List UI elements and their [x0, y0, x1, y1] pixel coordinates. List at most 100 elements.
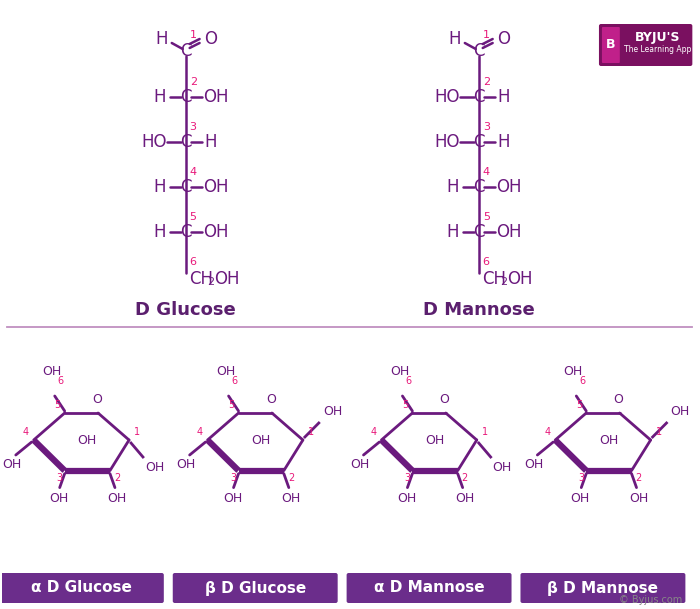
- Text: HO: HO: [434, 133, 460, 151]
- Text: H: H: [153, 88, 166, 106]
- Text: O: O: [204, 30, 217, 48]
- Text: 2: 2: [207, 277, 215, 287]
- Text: 3: 3: [230, 473, 237, 482]
- Text: 2: 2: [636, 473, 642, 482]
- Text: C: C: [473, 178, 484, 196]
- Text: C: C: [473, 88, 484, 106]
- Text: H: H: [153, 178, 166, 196]
- Text: H: H: [497, 133, 510, 151]
- Text: 3: 3: [483, 122, 490, 132]
- Text: 5: 5: [190, 212, 197, 222]
- Text: 6: 6: [405, 376, 412, 386]
- Text: 3: 3: [190, 122, 197, 132]
- Text: OH: OH: [426, 434, 444, 446]
- Text: C: C: [473, 223, 484, 241]
- Text: C: C: [180, 88, 191, 106]
- Text: CH: CH: [188, 270, 213, 288]
- Text: H: H: [153, 223, 166, 241]
- Text: 4: 4: [22, 427, 29, 437]
- Text: OH: OH: [176, 458, 195, 471]
- Text: α D Glucose: α D Glucose: [31, 580, 132, 596]
- FancyBboxPatch shape: [0, 573, 164, 603]
- Text: OH: OH: [570, 491, 590, 505]
- Text: 1: 1: [656, 427, 662, 437]
- Text: OH: OH: [42, 365, 62, 378]
- Text: OH: OH: [251, 434, 271, 446]
- Text: C: C: [180, 133, 191, 151]
- Text: 1: 1: [134, 427, 140, 437]
- Text: OH: OH: [629, 491, 648, 505]
- Text: C: C: [180, 223, 191, 241]
- Text: O: O: [266, 393, 276, 406]
- Text: OH: OH: [493, 461, 512, 474]
- Text: H: H: [447, 178, 459, 196]
- Text: OH: OH: [49, 491, 69, 505]
- Text: β D Mannose: β D Mannose: [547, 580, 659, 596]
- Text: HO: HO: [141, 133, 167, 151]
- Text: C: C: [473, 133, 484, 151]
- Text: HO: HO: [434, 88, 460, 106]
- Text: 5: 5: [55, 400, 61, 410]
- Text: OH: OH: [78, 434, 97, 446]
- Text: D Mannose: D Mannose: [423, 301, 535, 319]
- Text: © Byjus.com: © Byjus.com: [620, 595, 682, 605]
- Text: 1: 1: [190, 30, 197, 40]
- Text: OH: OH: [564, 365, 583, 378]
- Text: OH: OH: [397, 491, 416, 505]
- Text: 1: 1: [482, 427, 488, 437]
- Text: OH: OH: [323, 405, 342, 418]
- Text: OH: OH: [455, 491, 475, 505]
- Text: O: O: [613, 393, 624, 406]
- Text: OH: OH: [281, 491, 300, 505]
- Text: 3: 3: [578, 473, 584, 482]
- Text: O: O: [497, 30, 510, 48]
- Text: OH: OH: [496, 178, 522, 196]
- FancyBboxPatch shape: [599, 24, 692, 66]
- Text: 4: 4: [197, 427, 202, 437]
- FancyBboxPatch shape: [602, 27, 620, 63]
- Text: 6: 6: [483, 257, 490, 267]
- Text: H: H: [447, 223, 459, 241]
- Text: OH: OH: [203, 178, 228, 196]
- Text: β D Glucose: β D Glucose: [204, 580, 306, 596]
- Text: α D Mannose: α D Mannose: [374, 580, 484, 596]
- Text: 6: 6: [580, 376, 585, 386]
- Text: 2: 2: [114, 473, 120, 482]
- Text: C: C: [180, 42, 191, 60]
- Text: CH: CH: [482, 270, 505, 288]
- Text: OH: OH: [203, 223, 228, 241]
- Text: O: O: [440, 393, 449, 406]
- Text: 5: 5: [483, 212, 490, 222]
- Text: H: H: [497, 88, 510, 106]
- FancyBboxPatch shape: [521, 573, 685, 603]
- Text: OH: OH: [107, 491, 127, 505]
- Text: OH: OH: [671, 405, 690, 418]
- Text: 1: 1: [483, 30, 490, 40]
- Text: 2: 2: [500, 277, 508, 287]
- Text: 4: 4: [544, 427, 550, 437]
- Text: OH: OH: [203, 88, 228, 106]
- Text: 3: 3: [57, 473, 63, 482]
- Text: OH: OH: [390, 365, 409, 378]
- Text: 4: 4: [190, 167, 197, 177]
- Text: 2: 2: [190, 77, 197, 87]
- Text: H: H: [204, 133, 217, 151]
- Text: B: B: [606, 38, 615, 52]
- Text: The Learning App: The Learning App: [624, 46, 692, 54]
- Text: 4: 4: [483, 167, 490, 177]
- Text: OH: OH: [350, 458, 369, 471]
- Text: 6: 6: [232, 376, 238, 386]
- Text: 5: 5: [576, 400, 582, 410]
- Text: OH: OH: [214, 270, 240, 288]
- Text: OH: OH: [216, 365, 235, 378]
- Text: 4: 4: [370, 427, 377, 437]
- Text: C: C: [180, 178, 191, 196]
- Text: OH: OH: [145, 461, 164, 474]
- Text: OH: OH: [496, 223, 522, 241]
- Text: 5: 5: [228, 400, 235, 410]
- Text: H: H: [155, 30, 168, 48]
- Text: OH: OH: [223, 491, 242, 505]
- Text: 3: 3: [405, 473, 410, 482]
- Text: OH: OH: [508, 270, 533, 288]
- FancyBboxPatch shape: [346, 573, 512, 603]
